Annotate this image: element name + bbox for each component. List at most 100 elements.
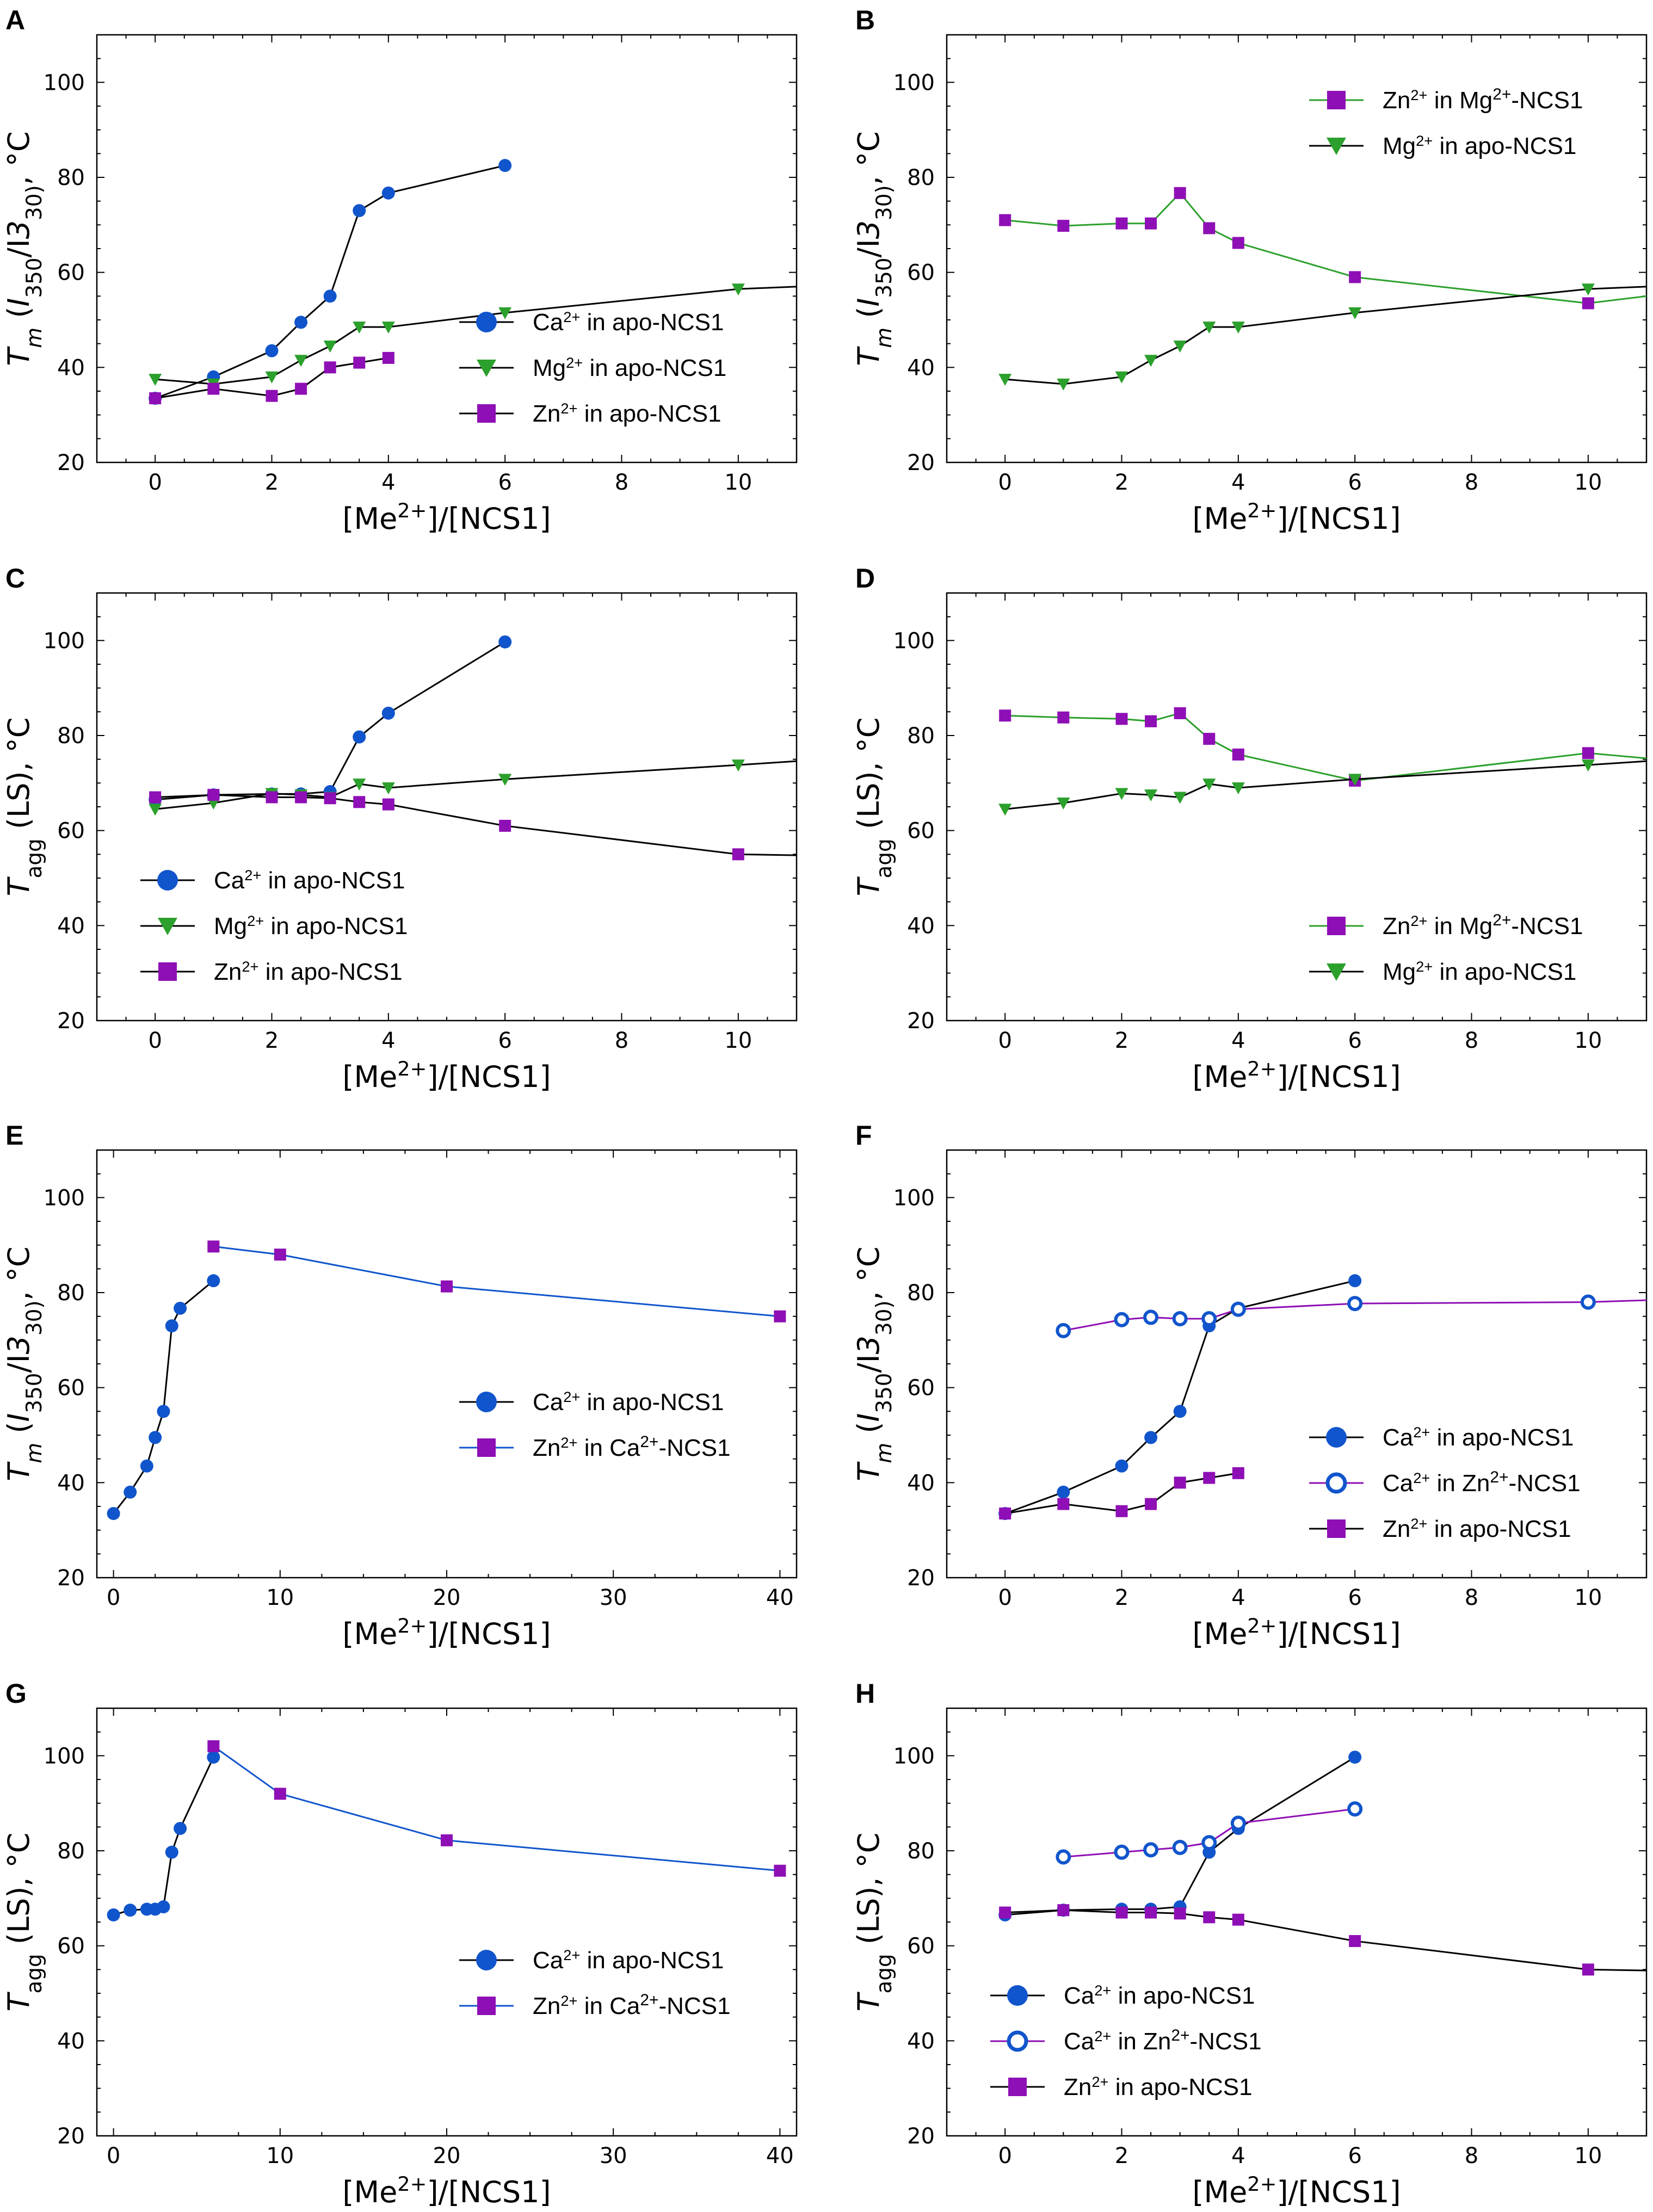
data-point <box>1174 1907 1186 1920</box>
y-axis-label-f: Tm (I350/I330), °C <box>852 1246 897 1481</box>
data-point <box>157 1900 170 1914</box>
y-tick-label: 40 <box>907 913 935 938</box>
y-tick-label: 40 <box>907 2029 935 2054</box>
series-b-1 <box>998 283 1646 391</box>
data-point <box>774 1864 786 1877</box>
data-point <box>1115 1505 1128 1517</box>
x-tick-label: 2 <box>265 1028 279 1053</box>
legend-g: Ca2+ in apo-NCS1 Zn2+ in Ca2+-NCS1 <box>459 1947 731 2019</box>
x-tick-label: 2 <box>1115 470 1128 495</box>
data-point <box>107 1507 120 1521</box>
data-point <box>1202 322 1216 334</box>
data-point <box>207 1750 220 1764</box>
panel-f: F 0 2 4 6 8 10 20 40 60 80 100 [Me2+]/[NCS1] Tm (I350… <box>852 1120 1648 1652</box>
data-point <box>1348 307 1362 319</box>
data-point <box>382 351 394 364</box>
x-tick-label: 10 <box>1574 1585 1602 1610</box>
series-line <box>155 641 505 801</box>
series-a-2 <box>149 351 394 405</box>
y-tick-label: 80 <box>907 1839 935 1864</box>
y-tick-label: 40 <box>907 1470 935 1496</box>
legend-h: Ca2+ in apo-NCS1 Ca2+ in Zn2+-NCS1 Zn2+ in… <box>990 1982 1262 2100</box>
data-point <box>998 374 1012 386</box>
data-point <box>1114 1312 1130 1327</box>
y-tick-label: 60 <box>907 819 935 844</box>
y-tick-label: 40 <box>907 355 935 380</box>
data-point <box>498 635 512 648</box>
data-point <box>124 1904 137 1917</box>
data-point <box>1115 217 1128 230</box>
legend-entry-label: Zn2+ in apo-NCS1 <box>1383 1515 1571 1543</box>
data-point <box>265 371 279 384</box>
x-tick-label: 6 <box>498 470 511 495</box>
panel-letter-d: D <box>855 563 875 594</box>
x-tick-label: 30 <box>600 2143 627 2168</box>
series-h-0 <box>998 1750 1362 1921</box>
data-point <box>1143 1842 1159 1858</box>
data-point <box>1174 707 1186 719</box>
plot-frame-c <box>96 592 798 1022</box>
data-point <box>1230 1301 1246 1317</box>
y-tick-label: 80 <box>57 1281 85 1306</box>
y-tick-label: 80 <box>907 165 935 190</box>
legend-entry-label: Mg2+ in apo-NCS1 <box>1383 132 1576 160</box>
data-point <box>1114 1844 1130 1860</box>
y-tick-label: 60 <box>907 1376 935 1401</box>
y-tick-label: 60 <box>907 1934 935 1959</box>
x-tick-label: 10 <box>1574 470 1602 495</box>
panel-letter-f: F <box>855 1120 872 1151</box>
legend-entry-label: Zn2+ in Mg2+-NCS1 <box>1383 911 1583 940</box>
data-point <box>1202 778 1216 791</box>
series-line <box>213 1245 780 1318</box>
data-point <box>174 1821 187 1835</box>
y-tick-label: 80 <box>907 1281 935 1306</box>
data-point <box>353 356 366 369</box>
panel-letter-a: A <box>5 5 25 35</box>
x-axis-label-f: [Me2+]/[NCS1] <box>1192 1614 1401 1652</box>
data-point <box>1173 341 1187 353</box>
series-h-1 <box>1056 1801 1363 1865</box>
x-tick-label: 10 <box>266 1585 294 1610</box>
data-point <box>1057 220 1070 232</box>
series-e-1 <box>207 1240 786 1323</box>
legend-entry-label: Mg2+ in apo-NCS1 <box>1383 958 1576 986</box>
legend-entry-label: Ca2+ in apo-NCS1 <box>533 1388 724 1416</box>
data-point <box>498 159 512 172</box>
series-c-1 <box>149 759 797 816</box>
data-point <box>441 1280 453 1293</box>
data-point <box>107 1908 120 1921</box>
series-line <box>155 794 797 856</box>
y-axis-label-a: Tm (I350/I330), °C <box>2 131 47 366</box>
y-tick-label: 100 <box>893 1185 935 1210</box>
x-tick-label: 0 <box>998 1028 1011 1053</box>
x-tick-label: 0 <box>998 470 1011 495</box>
data-point <box>149 791 162 804</box>
series-b-0 <box>999 187 1646 310</box>
data-point <box>1581 759 1595 772</box>
data-point <box>1580 1294 1596 1310</box>
series-c-2 <box>149 789 797 861</box>
data-point <box>1145 715 1157 727</box>
data-point <box>1172 1311 1188 1327</box>
legend-entry-label: Mg2+ in apo-NCS1 <box>214 912 408 940</box>
data-point <box>1057 1904 1070 1917</box>
data-point <box>441 1834 453 1846</box>
x-tick-label: 40 <box>766 2143 794 2168</box>
panel-b: B 0 2 4 6 8 10 20 40 60 80 100 [Me2+]/[NCS1] Tm (I350… <box>852 5 1648 536</box>
data-point <box>1057 378 1070 391</box>
data-point <box>1145 217 1157 230</box>
y-tick-label: 40 <box>57 2029 85 2054</box>
data-point <box>1201 1835 1217 1851</box>
series-f-1 <box>1056 1294 1646 1338</box>
data-point <box>324 792 336 805</box>
x-tick-label: 0 <box>148 470 162 495</box>
data-point <box>1144 1431 1158 1444</box>
y-tick-label: 20 <box>907 1009 935 1034</box>
data-point <box>207 789 220 801</box>
data-point <box>999 214 1011 226</box>
data-point <box>353 796 366 808</box>
y-tick-label: 20 <box>907 450 935 475</box>
x-tick-label: 4 <box>1231 470 1245 495</box>
legend-b: Zn2+ in Mg2+-NCS1 Mg2+ in apo-NCS1 <box>1309 85 1583 160</box>
